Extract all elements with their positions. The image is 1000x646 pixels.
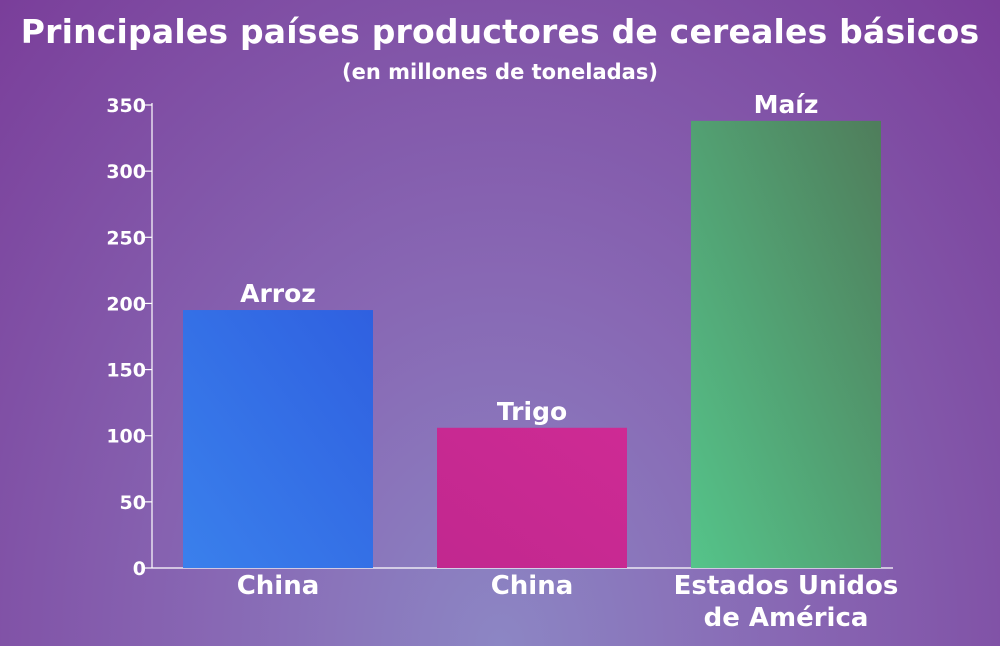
chart-title: Principales países productores de cereal… bbox=[20, 12, 980, 51]
y-tick-label: 0 bbox=[133, 558, 146, 580]
x-category-label: China bbox=[491, 571, 574, 601]
bar bbox=[691, 120, 881, 569]
bar-label: Arroz bbox=[240, 279, 316, 308]
y-tick-label: 350 bbox=[106, 95, 146, 117]
y-tick-label: 300 bbox=[106, 161, 146, 183]
x-category-label: Estados Unidos bbox=[674, 571, 899, 601]
y-tick-label: 150 bbox=[106, 360, 146, 382]
y-tick-label: 50 bbox=[120, 492, 146, 514]
y-tick-label: 100 bbox=[106, 426, 146, 448]
chart-subtitle: (en millones de toneladas) bbox=[342, 60, 658, 84]
x-category-label: de América bbox=[704, 603, 869, 633]
bar bbox=[183, 310, 373, 568]
bar bbox=[437, 427, 627, 568]
y-tick-label: 200 bbox=[106, 293, 146, 315]
bar-label: Trigo bbox=[497, 397, 567, 426]
bar-label: Maíz bbox=[754, 90, 819, 119]
y-tick-label: 250 bbox=[106, 227, 146, 249]
x-category-label: China bbox=[237, 571, 320, 601]
